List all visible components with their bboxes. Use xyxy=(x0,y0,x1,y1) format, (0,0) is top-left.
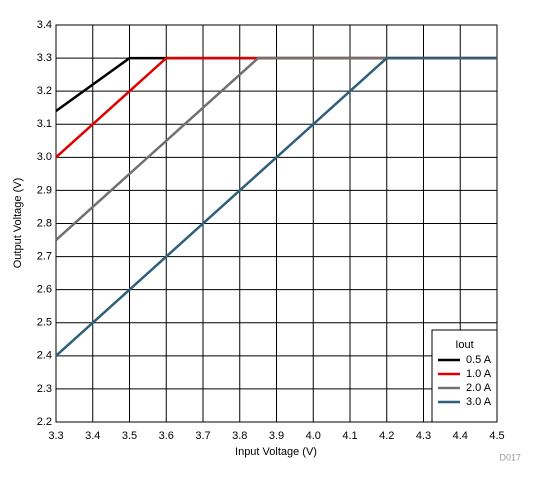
series-line xyxy=(55,56,497,357)
y-tick-label: 2.2 xyxy=(37,416,52,428)
legend-label: 2.0 A xyxy=(466,382,492,394)
x-axis-label: Input Voltage (V) xyxy=(235,446,317,458)
y-tick-label: 2.4 xyxy=(37,350,52,362)
y-tick-label: 2.5 xyxy=(37,317,52,329)
y-tick-label: 3.2 xyxy=(37,85,52,97)
x-tick-label: 3.7 xyxy=(195,430,210,442)
x-tick-label: 4.5 xyxy=(489,430,504,442)
x-tick-label: 3.3 xyxy=(48,430,63,442)
x-tick-label: 4.0 xyxy=(306,430,321,442)
y-tick-label: 2.9 xyxy=(37,184,52,196)
x-tick-label: 3.5 xyxy=(122,430,137,442)
legend-label: 1.0 A xyxy=(466,368,492,380)
y-axis-label: Output Voltage (V) xyxy=(12,178,24,269)
x-tick-label: 4.1 xyxy=(342,430,357,442)
legend-label: 0.5 A xyxy=(466,354,492,366)
x-tick-label: 4.4 xyxy=(453,430,468,442)
x-tick-label: 3.6 xyxy=(159,430,174,442)
y-tick-label: 2.6 xyxy=(37,284,52,296)
x-tick-label: 4.2 xyxy=(379,430,394,442)
y-tick-label: 3.1 xyxy=(37,118,52,130)
x-tick-label: 3.4 xyxy=(85,430,100,442)
legend-box xyxy=(431,329,498,423)
y-tick-label: 3.3 xyxy=(37,52,52,64)
y-tick-label: 2.3 xyxy=(37,383,52,395)
y-tick-label: 2.8 xyxy=(37,217,52,229)
y-tick-label: 3.0 xyxy=(37,151,52,163)
y-tick-label: 3.4 xyxy=(37,19,52,31)
x-tick-label: 4.3 xyxy=(416,430,431,442)
annotation: D017 xyxy=(499,452,521,462)
legend-title: Iout xyxy=(455,339,473,351)
y-tick-label: 2.7 xyxy=(37,250,52,262)
x-tick-label: 3.9 xyxy=(269,430,284,442)
legend-label: 3.0 A xyxy=(466,396,492,408)
x-tick-label: 3.8 xyxy=(232,430,247,442)
